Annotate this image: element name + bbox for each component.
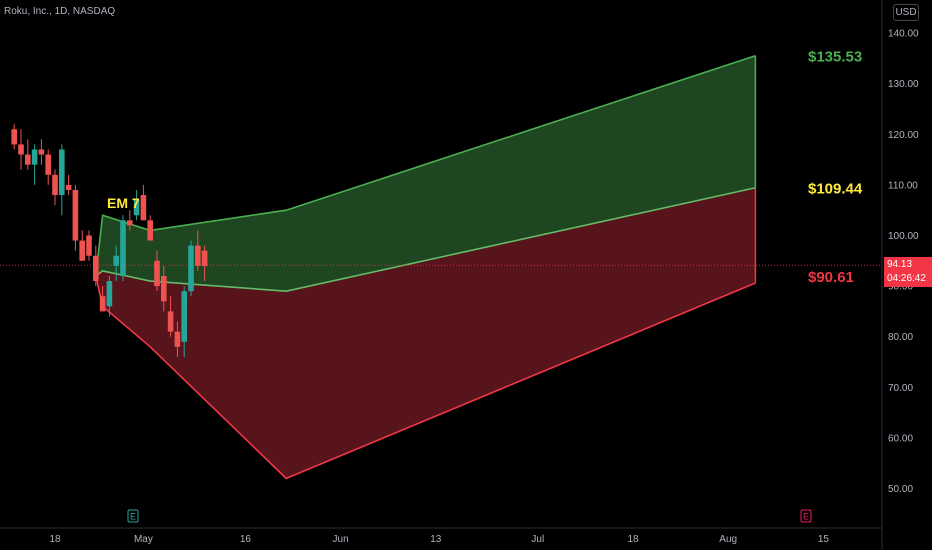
time-tick-label: 15 xyxy=(818,534,830,545)
currency-button[interactable]: USD xyxy=(893,4,919,21)
candle-body xyxy=(45,154,51,175)
candle-body xyxy=(188,245,194,292)
candle-body xyxy=(127,220,133,226)
candle-body xyxy=(52,174,58,196)
time-tick-label: May xyxy=(134,534,153,545)
grid-lines xyxy=(0,0,883,550)
candle-body xyxy=(167,311,174,332)
price-tick-label: 110.00 xyxy=(888,180,918,191)
time-axis[interactable]: 18 May 16 Jun 13 Jul 18 Aug 15 xyxy=(49,534,829,545)
candle-body xyxy=(154,260,160,287)
candle-body xyxy=(38,149,45,155)
candle-body xyxy=(140,195,147,221)
current-price-value: 94.13 xyxy=(887,259,913,270)
candle-body xyxy=(99,296,106,312)
candle-body xyxy=(18,144,24,155)
earnings-marker-letter: E xyxy=(130,512,136,522)
time-tick-label: 13 xyxy=(430,534,442,545)
candle-body xyxy=(174,331,181,347)
candle-body xyxy=(147,220,153,241)
price-tick-label: 120.00 xyxy=(888,130,919,141)
candle-body xyxy=(93,255,99,282)
chart-labels: EM 7 $135.53 $109.44 $90.61 E E xyxy=(107,49,863,523)
earnings-marker: E xyxy=(800,509,812,523)
earnings-marker-letter: E xyxy=(803,512,809,522)
candle-body xyxy=(161,275,167,302)
mid-line-label: $109.44 xyxy=(808,181,863,198)
upper-band-area xyxy=(95,55,756,292)
candle-body xyxy=(201,250,208,266)
time-tick-label: Jul xyxy=(531,534,544,545)
candle-body xyxy=(120,220,126,276)
earnings-marker-box xyxy=(127,509,139,523)
candle-body xyxy=(65,184,72,190)
lower-band-label: $90.61 xyxy=(808,269,854,286)
current-price-tag: 94.13 04:26:42 xyxy=(884,257,932,287)
time-tick-label: Aug xyxy=(719,534,737,545)
price-tick-label: 130.00 xyxy=(888,79,919,90)
price-tick-label: 140.00 xyxy=(888,29,919,40)
price-tick-label: 80.00 xyxy=(888,332,913,343)
candle-body xyxy=(181,291,187,342)
price-tick-label: 70.00 xyxy=(888,383,913,394)
candle-body xyxy=(86,235,92,256)
time-tick-label: Jun xyxy=(333,534,349,545)
symbol-title: Roku, Inc., 1D, NASDAQ xyxy=(4,6,116,17)
candle-body xyxy=(59,149,65,196)
candle-body xyxy=(106,281,113,307)
time-tick-label: 18 xyxy=(627,534,639,545)
candle-body xyxy=(79,240,85,261)
price-axis[interactable]: 140.00 130.00 120.00 110.00 100.00 90.00 80.00… xyxy=(888,29,919,495)
candles xyxy=(11,124,208,357)
expected-move-bands xyxy=(0,54,882,480)
candle-body xyxy=(11,129,17,145)
price-tick-label: 100.00 xyxy=(888,231,919,242)
candle-body xyxy=(72,189,79,241)
candle-body xyxy=(195,245,201,266)
em-annotation: EM 7 xyxy=(107,195,140,211)
price-tick-label: 90.00 xyxy=(888,282,913,293)
mid-line xyxy=(95,186,756,292)
candle-body xyxy=(25,154,31,165)
time-tick-label: 18 xyxy=(49,534,61,545)
earnings-marker: E xyxy=(127,509,139,523)
price-tick-label: 50.00 xyxy=(888,484,913,495)
upper-band-label: $135.53 xyxy=(808,49,862,66)
bar-countdown: 04:26:42 xyxy=(887,273,926,284)
earnings-marker-box xyxy=(800,509,812,523)
candle-body xyxy=(113,255,119,266)
candle-body xyxy=(31,149,38,165)
price-tick-label: 60.00 xyxy=(888,433,913,444)
candle-body xyxy=(133,200,140,216)
lower-band-area xyxy=(95,187,756,479)
time-tick-label: 16 xyxy=(240,534,252,545)
